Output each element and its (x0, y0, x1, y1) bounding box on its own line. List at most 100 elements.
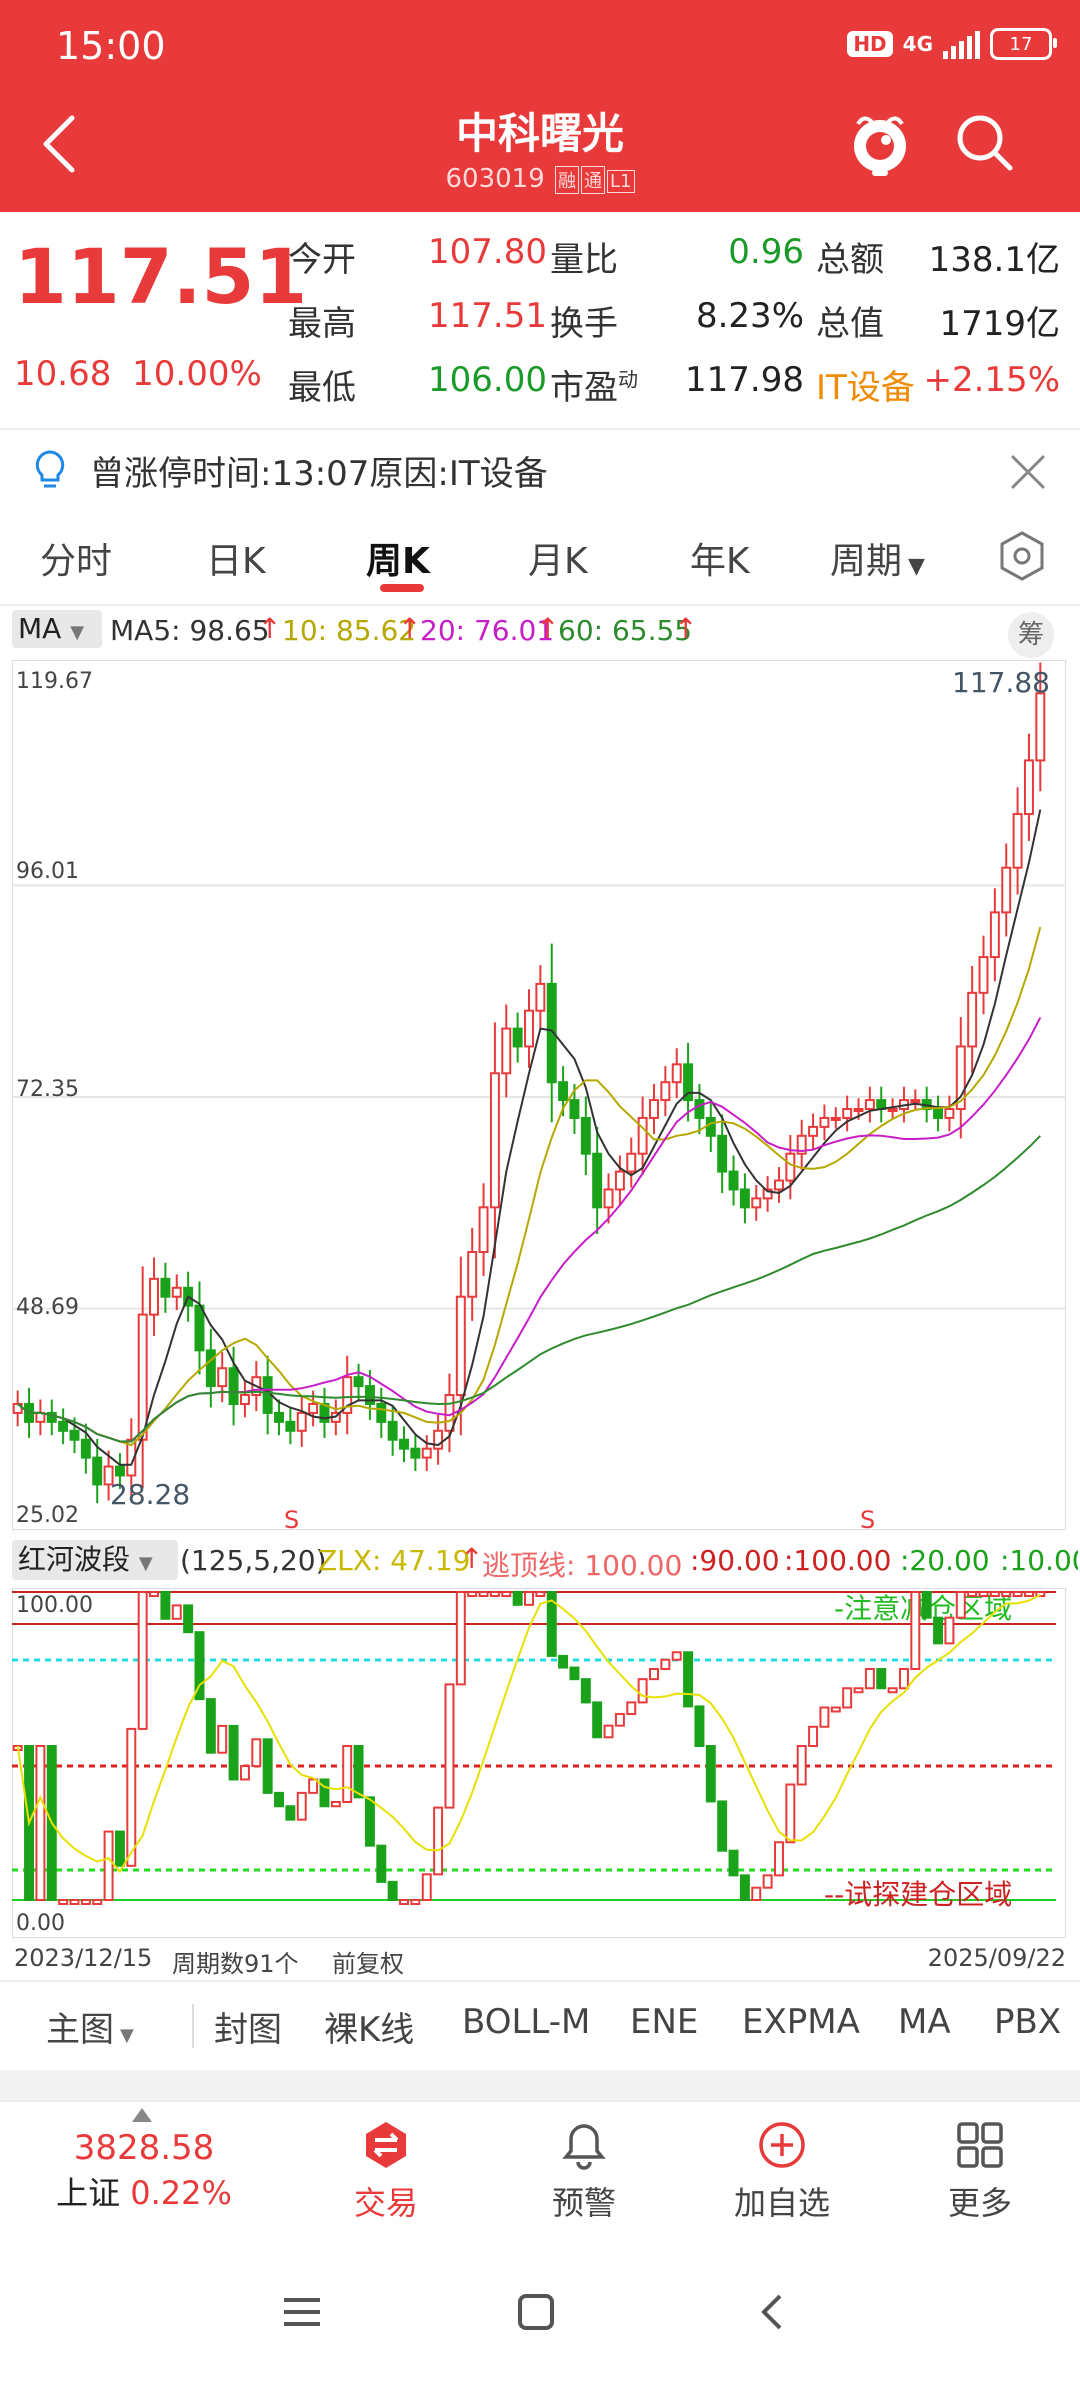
candle-body (785, 1152, 796, 1182)
ind-y-tick: 100.00 (16, 1593, 93, 1618)
nav-add-watchlist[interactable]: 加自选 (702, 2120, 862, 2224)
indicator-bar (183, 1604, 194, 1634)
back-nav-icon[interactable] (752, 2292, 792, 2332)
zlx-line (16, 1594, 1041, 1874)
zlx-value: ZLX: 47.19 (318, 1544, 471, 1577)
indicator-bar (955, 1591, 966, 1619)
candle-body (580, 1116, 591, 1155)
candle-body (1012, 813, 1023, 869)
quote-panel: 117.51 10.68 10.00% 今开 107.80 量比 0.96 总额… (0, 212, 1080, 424)
indicator-fengtu[interactable]: 封图 (214, 2010, 282, 2050)
nav-trade-label: 交易 (353, 2184, 418, 2222)
candle-body (649, 1099, 659, 1119)
candle-body (842, 1108, 853, 1119)
candle-body (410, 1447, 421, 1459)
adjust-type[interactable]: 前复权 (332, 1950, 404, 1978)
indicator-bar (228, 1724, 239, 1781)
indicator-legend: 红河波段 ▼ (125,5,20) ZLX: 47.19 ↑ 逃顶线: 100.… (0, 1538, 1080, 1588)
menu-icon[interactable] (282, 2292, 322, 2332)
candle-body (160, 1277, 171, 1298)
indicator-bar (535, 1591, 546, 1597)
indicator-bar (92, 1899, 103, 1905)
candle-body (796, 1134, 807, 1155)
indicator-bar (819, 1706, 830, 1728)
tab-weekly-k[interactable]: 周K (366, 541, 430, 582)
chip-distribution-button[interactable]: 筹 (1008, 612, 1054, 658)
main-chart-menu[interactable]: 主图 ▼ (46, 2002, 134, 2051)
indicator-bar (830, 1706, 841, 1713)
indicator-bar (705, 1745, 716, 1803)
nav-add-label: 加自选 (733, 2184, 830, 2222)
market-cap-label: 总值 (816, 304, 884, 344)
candle-body (592, 1152, 603, 1209)
candle-body (342, 1376, 353, 1414)
tab-monthly-k[interactable]: 月K (528, 541, 588, 582)
tab-yearly-k[interactable]: 年K (690, 541, 750, 582)
candle-body (671, 1063, 682, 1084)
candle-body (194, 1304, 205, 1352)
indicator-boll-m[interactable]: BOLL-M (462, 2002, 591, 2042)
indicator-bar (489, 1591, 500, 1597)
nav-alert[interactable]: 预警 (504, 2120, 664, 2224)
index-change: 0.22% (130, 2174, 232, 2212)
indicator-bar (364, 1796, 375, 1847)
settings-hex-icon[interactable] (996, 530, 1048, 582)
indicator-bar (569, 1666, 580, 1681)
indicator-bar (876, 1668, 887, 1690)
indicator-bar (944, 1616, 955, 1645)
kline-chart[interactable]: 119.67 96.01 72.35 48.69 25.02 117.88 28… (12, 660, 1066, 1530)
index-widget[interactable]: 3828.58 上证 0.22% (54, 2128, 234, 2214)
pe-label-sup: 动 (618, 367, 638, 392)
candle-body (660, 1081, 671, 1102)
candle-body (421, 1447, 432, 1459)
tab-period-label: 周期 (830, 541, 903, 582)
high-value: 117.51 (428, 296, 547, 336)
ma-selector-label: MA (18, 612, 62, 645)
nav-alert-label: 预警 (551, 2184, 616, 2222)
indicator-bar (978, 1591, 989, 1597)
bottom-nav: 3828.58 上证 0.22% 交易 预警 加自选 (0, 2100, 1080, 2252)
indicator-bar (785, 1783, 796, 1844)
indicator-bar (558, 1654, 569, 1669)
stock-name: 中科曙光 (455, 109, 624, 158)
candle-body (603, 1188, 614, 1209)
tab-period[interactable]: 周期 ▼ (830, 532, 925, 584)
candle-body (933, 1108, 944, 1119)
indicator-pbx[interactable]: PBX (994, 2002, 1062, 2042)
indicator-chart[interactable]: 100.00 0.00 -注意减仓区域 --试探建仓区域 (12, 1588, 1066, 1938)
nav-more[interactable]: 更多 (900, 2120, 1060, 2224)
battery-icon: 17 (990, 28, 1057, 60)
system-nav-bar (0, 2250, 1080, 2400)
escape-line-value: 逃顶线: 100.00 (482, 1549, 683, 1582)
indicator-selector[interactable]: 红河波段 ▼ (12, 1540, 178, 1580)
tab-intraday[interactable]: 分时 (40, 541, 113, 582)
indicator-bar (58, 1899, 69, 1905)
indicator-expma[interactable]: EXPMA (742, 2002, 860, 2042)
candle-body (546, 982, 557, 1084)
caret-down-icon: ▼ (908, 554, 925, 579)
volume-ratio-label: 量比 (550, 240, 618, 280)
home-icon[interactable] (516, 2292, 556, 2332)
open-label: 今开 (288, 240, 356, 280)
indicator-ma[interactable]: MA (898, 2002, 951, 2042)
candle-body (489, 1072, 500, 1209)
indicator-bar (887, 1687, 898, 1694)
indicator-bar (319, 1778, 330, 1808)
mascot-icon[interactable] (848, 110, 912, 178)
caret-down-icon: ▼ (120, 2025, 134, 2046)
indicator-ene[interactable]: ENE (630, 2002, 699, 2042)
sector-label[interactable]: IT设备 (816, 368, 915, 408)
limit-up-notice[interactable]: 曾涨停时间:13:07原因:IT设备 (0, 428, 1080, 510)
tab-daily-k[interactable]: 日K (206, 541, 266, 582)
back-icon[interactable] (36, 112, 84, 176)
candle-body (1035, 692, 1046, 762)
close-icon[interactable] (1008, 452, 1048, 492)
index-name: 上证 (56, 2174, 121, 2212)
search-icon[interactable] (954, 112, 1014, 172)
indicator-bare-k[interactable]: 裸K线 (324, 2010, 415, 2050)
indicator-name: 红河波段 (18, 1543, 131, 1576)
ma-selector[interactable]: MA ▼ (12, 610, 102, 648)
nav-trade[interactable]: 交易 (306, 2120, 466, 2224)
app-header: 15:00 HD 4G 17 中科曙光 603019 融通 L1 (0, 0, 1080, 212)
candle-body (705, 1116, 716, 1137)
